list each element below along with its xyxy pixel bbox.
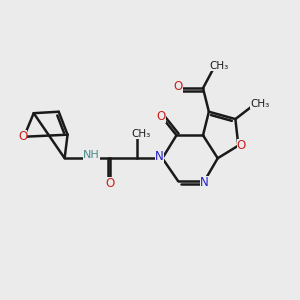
Text: O: O [237,139,246,152]
Text: CH₃: CH₃ [250,99,269,110]
Text: CH₃: CH₃ [210,61,229,71]
Text: N: N [155,150,164,163]
Text: NH: NH [83,150,100,160]
Text: N: N [200,176,209,189]
Text: O: O [156,110,166,123]
Text: O: O [18,130,27,143]
Text: O: O [173,80,183,93]
Text: CH₃: CH₃ [131,129,151,139]
Text: O: O [106,177,115,190]
